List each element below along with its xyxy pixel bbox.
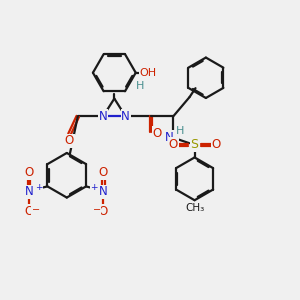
Text: +: + [90,183,98,192]
Text: N: N [99,110,107,123]
Text: O: O [169,138,178,151]
Text: H: H [176,126,184,136]
Text: N: N [165,131,174,144]
Text: N: N [99,185,108,198]
Text: O: O [99,166,108,179]
Text: S: S [190,138,199,151]
Text: O: O [65,134,74,147]
Text: O: O [212,138,220,151]
Text: OH: OH [140,68,157,78]
Text: H: H [136,81,145,91]
Text: N: N [121,110,130,123]
Text: O: O [153,127,162,140]
Text: O: O [24,166,34,179]
Text: N: N [25,185,33,198]
Text: O: O [99,205,108,218]
Text: +: + [35,183,42,192]
Text: CH₃: CH₃ [185,203,204,213]
Text: −: − [32,205,40,214]
Text: −: − [93,205,101,214]
Text: O: O [24,205,34,218]
